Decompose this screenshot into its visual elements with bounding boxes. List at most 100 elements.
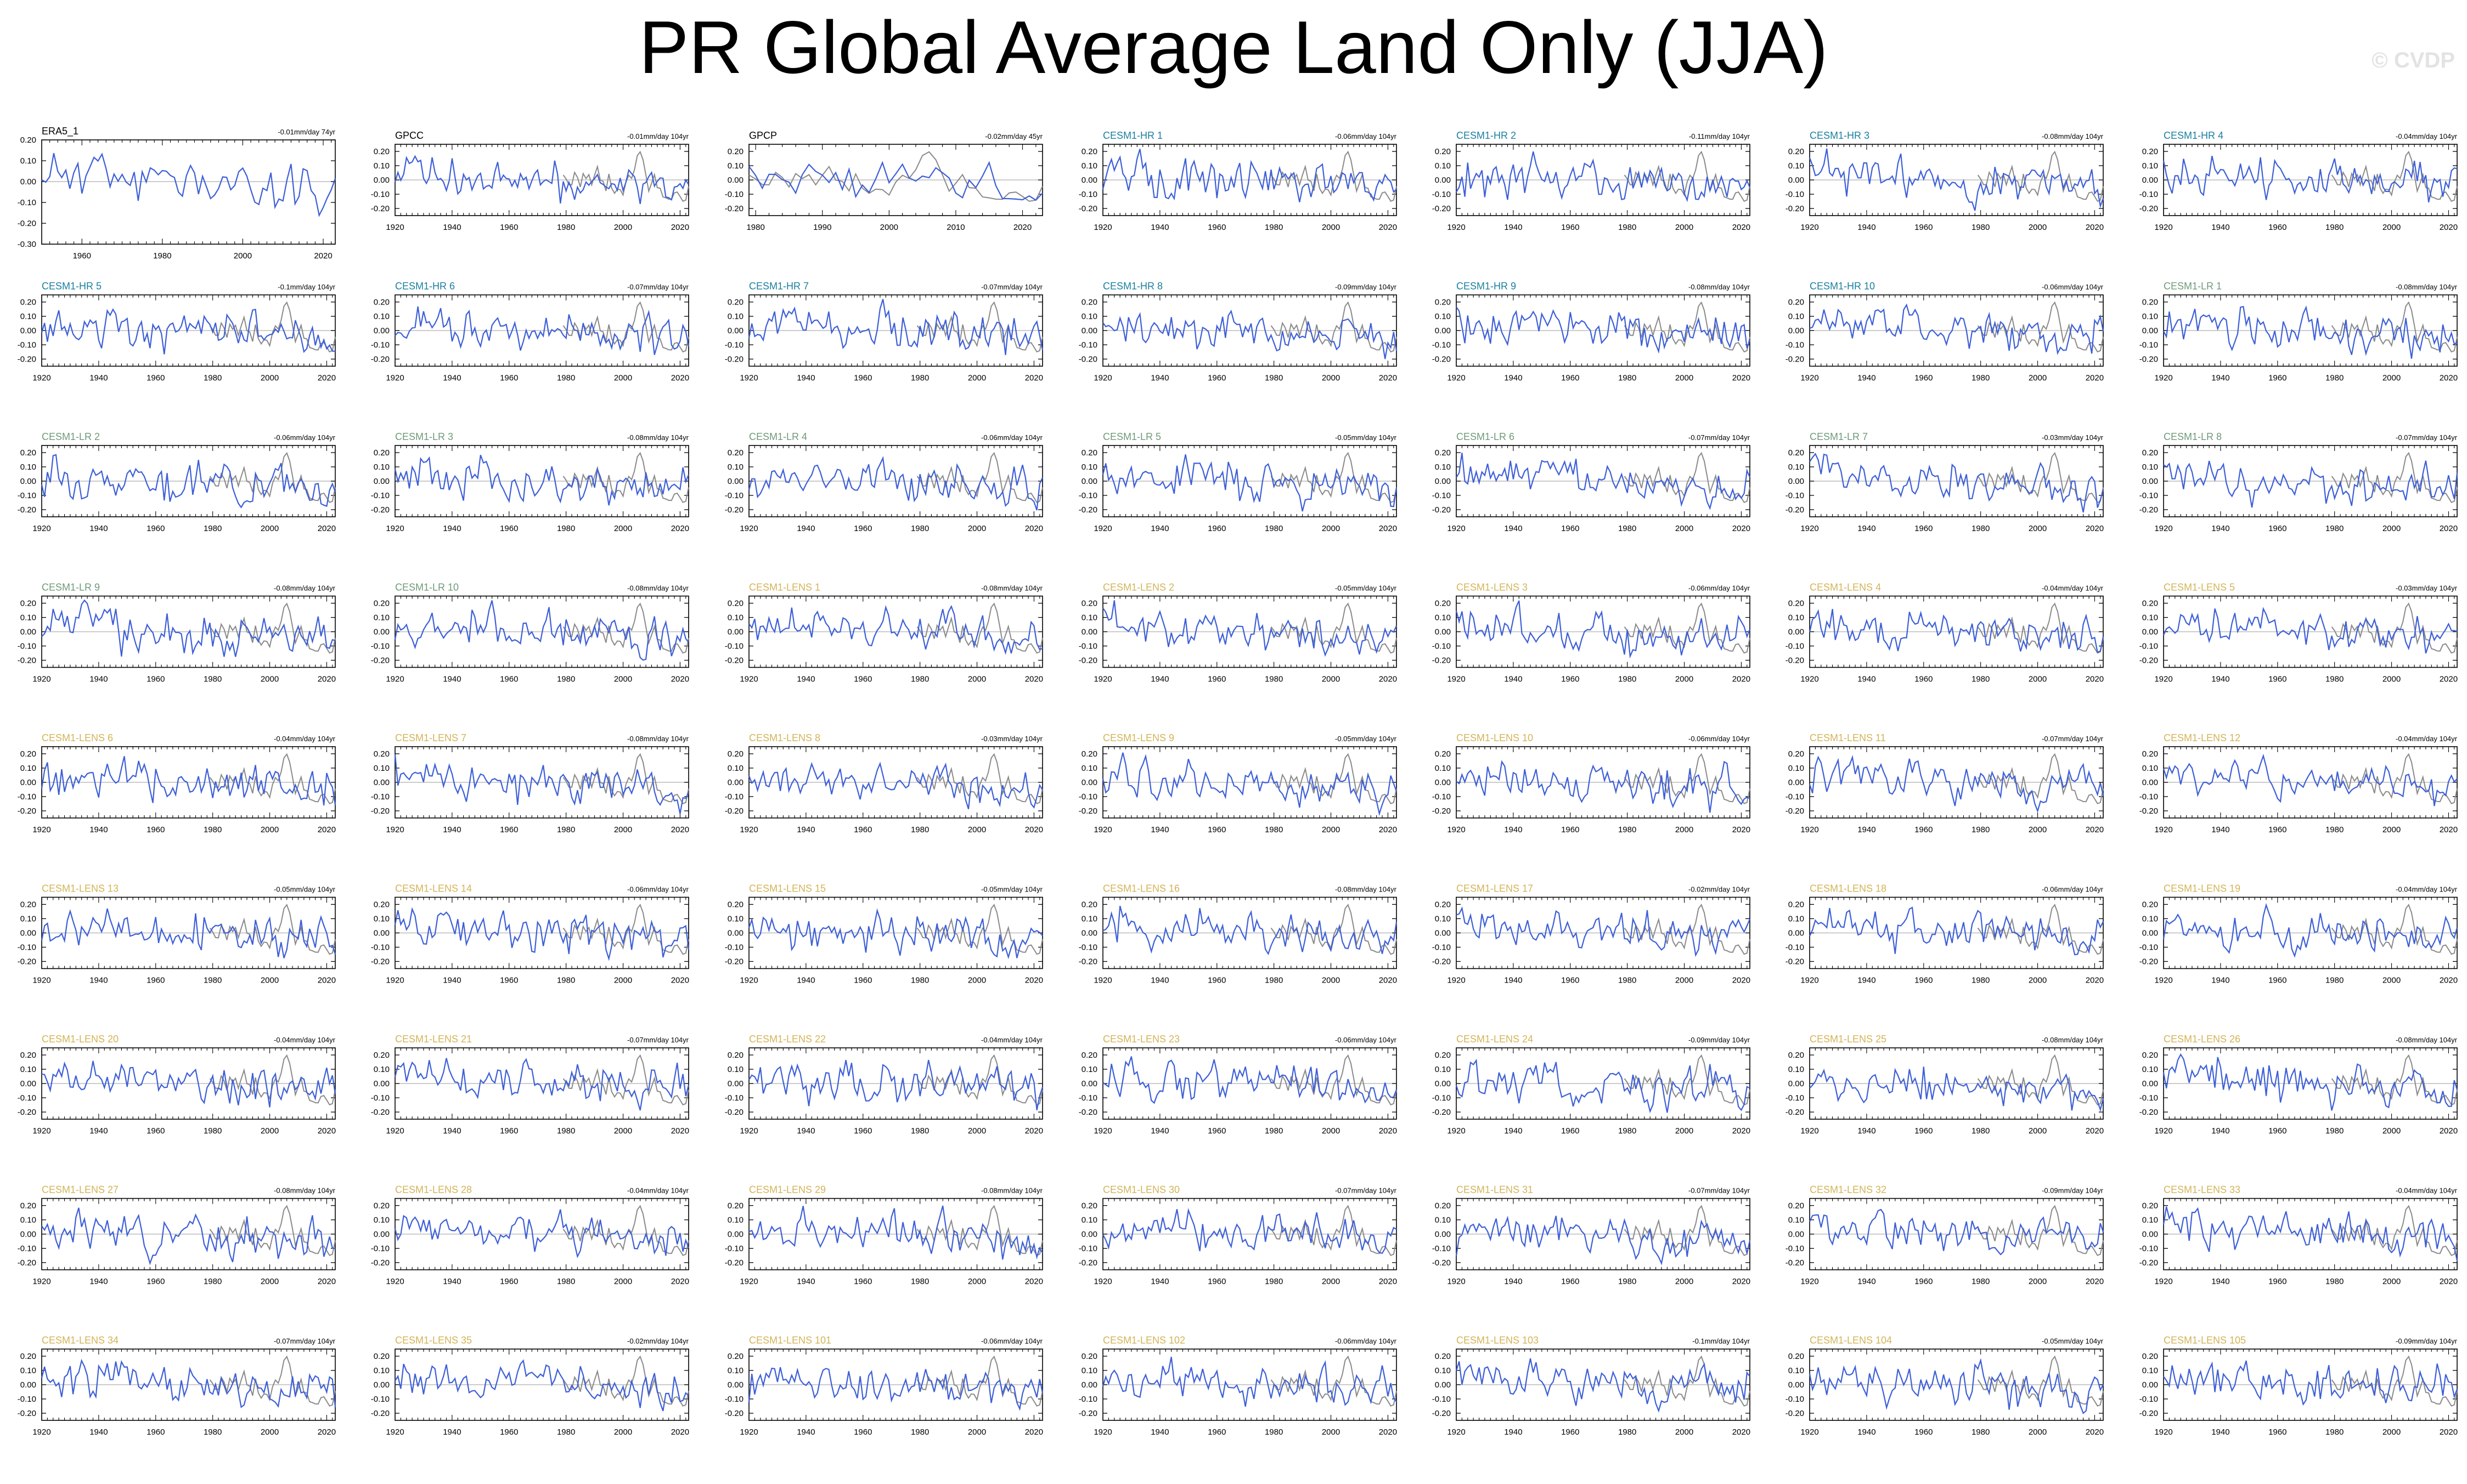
panel-title: CESM1-LR 9 (42, 582, 100, 593)
x-tick-label: 1960 (1914, 825, 1933, 834)
trend-label: -0.05mm/day 104yr (1335, 735, 1397, 743)
x-tick-label: 1920 (1800, 223, 1818, 232)
series-line (2163, 305, 2458, 359)
x-tick-label: 2000 (261, 524, 279, 533)
x-tick-label: 1960 (1914, 223, 1933, 232)
y-tick-label: 0.00 (1788, 326, 1804, 336)
x-tick-label: 1920 (740, 976, 758, 985)
x-tick-label: 1980 (204, 675, 222, 684)
trend-label: -0.07mm/day 104yr (627, 283, 689, 291)
x-tick-label: 1980 (557, 825, 575, 834)
y-tick-label: 0.10 (2142, 764, 2158, 773)
x-tick-label: 2000 (261, 976, 279, 985)
x-tick-label: 2020 (1013, 223, 1032, 232)
x-tick-label: 1940 (89, 976, 108, 985)
y-tick-label: 0.20 (2142, 448, 2158, 458)
y-tick-label: -0.10 (2139, 341, 2158, 350)
panel-title: ERA5_1 (42, 126, 78, 137)
x-tick-label: 1980 (557, 976, 575, 985)
y-tick-label: 0.00 (2142, 326, 2158, 336)
reference-series-line (916, 301, 1043, 353)
y-tick-label: 0.00 (20, 177, 36, 187)
x-tick-label: 1960 (500, 825, 518, 834)
y-tick-label: -0.20 (371, 656, 390, 665)
y-tick-label: 0.20 (1435, 147, 1451, 156)
x-tick-label: 1940 (1504, 374, 1522, 383)
y-tick-label: 0.00 (1082, 929, 1097, 938)
x-tick-label: 1960 (147, 524, 165, 533)
x-tick-label: 2020 (2086, 223, 2104, 232)
x-tick-label: 2020 (2440, 223, 2458, 232)
y-tick-label: -0.20 (18, 505, 36, 515)
x-tick-label: 2000 (1675, 825, 1693, 834)
reference-series-line (2331, 301, 2458, 353)
y-tick-label: -0.20 (2139, 355, 2158, 364)
x-tick-label: 2020 (1379, 825, 1397, 834)
y-tick-label: -0.20 (725, 957, 744, 967)
y-tick-label: 0.00 (1435, 778, 1451, 787)
x-tick-label: 2000 (1675, 675, 1693, 684)
trend-label: -0.04mm/day 104yr (2396, 735, 2458, 743)
series-line (1456, 151, 1751, 202)
x-tick-label: 1920 (1094, 675, 1112, 684)
x-tick-label: 2000 (968, 675, 986, 684)
x-tick-label: 2020 (671, 524, 689, 533)
y-tick-label: 0.20 (1435, 298, 1451, 307)
reference-series-line (1624, 301, 1750, 353)
trend-label: -0.04mm/day 104yr (2042, 584, 2104, 593)
y-tick-label: 0.20 (1082, 599, 1097, 608)
y-tick-label: 0.20 (374, 448, 390, 458)
reference-series-line (1977, 150, 2104, 202)
y-tick-label: -0.20 (18, 355, 36, 364)
y-tick-label: -0.10 (18, 943, 36, 952)
y-tick-label: -0.20 (2139, 656, 2158, 665)
y-tick-label: 0.10 (20, 312, 36, 321)
y-tick-label: 0.10 (728, 915, 744, 924)
x-tick-label: 1920 (1800, 524, 1818, 533)
y-tick-label: -0.10 (371, 341, 390, 350)
y-tick-label: 0.10 (374, 613, 390, 623)
series-line (394, 455, 690, 506)
x-tick-label: 2000 (2029, 675, 2047, 684)
x-tick-label: 1960 (147, 675, 165, 684)
panel-title: CESM1-LENS 11 (1810, 732, 1886, 743)
x-tick-label: 2000 (261, 374, 279, 383)
y-tick-label: 0.20 (1435, 599, 1451, 608)
x-tick-label: 1980 (2325, 223, 2344, 232)
x-tick-label: 1980 (1618, 374, 1636, 383)
x-tick-label: 2000 (614, 976, 632, 985)
y-tick-label: 0.00 (1788, 477, 1804, 486)
trend-label: -0.05mm/day 104yr (1335, 433, 1397, 442)
x-tick-label: 2020 (1379, 223, 1397, 232)
trend-label: -0.04mm/day 104yr (274, 735, 336, 743)
y-tick-label: 0.00 (1788, 778, 1804, 787)
trend-label: -0.08mm/day 104yr (627, 584, 689, 593)
x-tick-label: 1920 (2154, 825, 2172, 834)
y-tick-label: -0.20 (1079, 505, 1097, 515)
x-tick-label: 1980 (1265, 675, 1283, 684)
y-tick-label: 0.20 (1082, 448, 1097, 458)
reference-series-line (1270, 301, 1397, 353)
panel-title: CESM1-HR 7 (749, 281, 809, 292)
y-tick-label: -0.10 (1079, 792, 1097, 802)
panel-title: CESM1-LR 4 (749, 431, 807, 442)
y-tick-label: -0.10 (371, 642, 390, 651)
x-tick-label: 1980 (204, 374, 222, 383)
x-tick-label: 1980 (2325, 675, 2344, 684)
x-tick-label: 2000 (1675, 374, 1693, 383)
x-tick-label: 1980 (204, 976, 222, 985)
x-tick-label: 2020 (671, 223, 689, 232)
y-tick-label: -0.10 (1786, 190, 1804, 199)
y-tick-label: -0.10 (1079, 341, 1097, 350)
series-line (41, 756, 336, 806)
x-tick-label: 1980 (557, 675, 575, 684)
y-tick-label: 0.10 (1082, 915, 1097, 924)
x-tick-label: 1920 (32, 675, 50, 684)
